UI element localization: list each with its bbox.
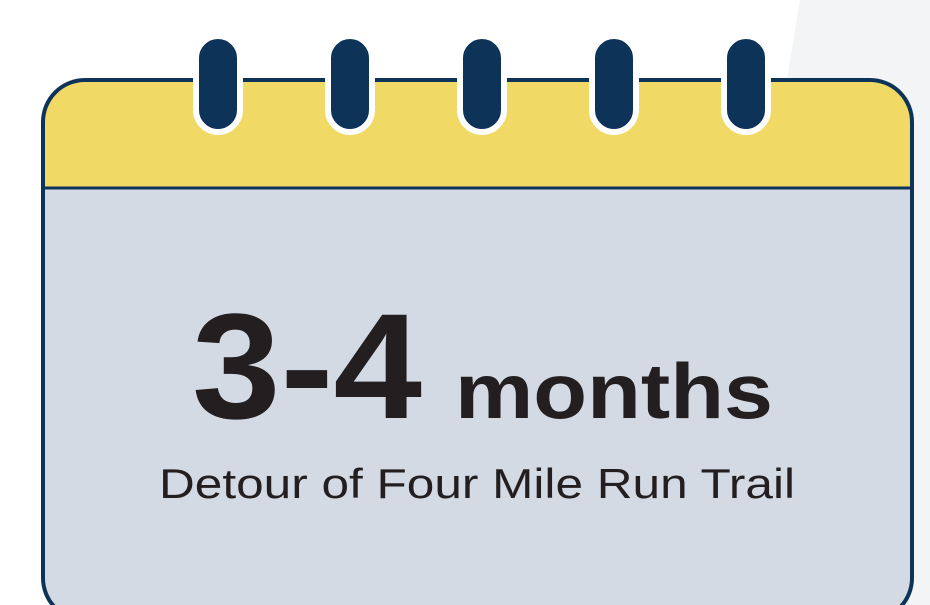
headline-number: 3-4 bbox=[192, 282, 422, 450]
caption: Detour of Four Mile Run Trail bbox=[159, 460, 795, 507]
ring bbox=[589, 33, 639, 135]
ring bbox=[325, 33, 375, 135]
ring bbox=[721, 33, 771, 135]
calendar bbox=[41, 33, 914, 605]
ring bbox=[193, 33, 243, 135]
headline-unit: months bbox=[455, 347, 773, 435]
ring bbox=[457, 33, 507, 135]
calendar-rings bbox=[193, 33, 771, 135]
